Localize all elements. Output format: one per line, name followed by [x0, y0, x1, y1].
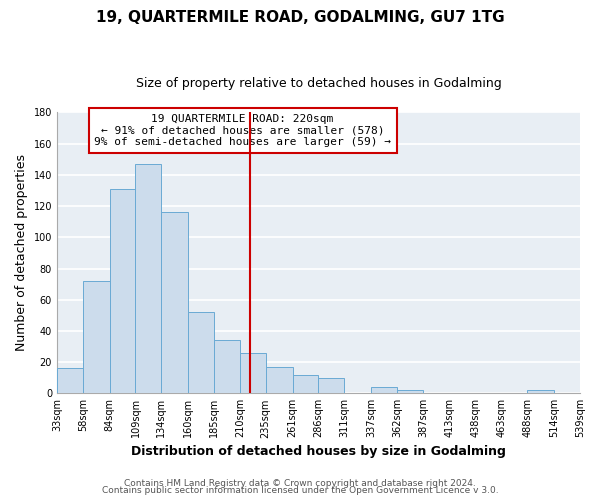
- Bar: [266, 367, 293, 394]
- Bar: [293, 374, 319, 394]
- Y-axis label: Number of detached properties: Number of detached properties: [15, 154, 28, 352]
- Title: Size of property relative to detached houses in Godalming: Size of property relative to detached ho…: [136, 78, 502, 90]
- Bar: [397, 390, 423, 394]
- Bar: [371, 387, 397, 394]
- Text: Contains public sector information licensed under the Open Government Licence v : Contains public sector information licen…: [101, 486, 499, 495]
- Text: Contains HM Land Registry data © Crown copyright and database right 2024.: Contains HM Land Registry data © Crown c…: [124, 478, 476, 488]
- Bar: [136, 164, 161, 394]
- X-axis label: Distribution of detached houses by size in Godalming: Distribution of detached houses by size …: [131, 444, 506, 458]
- Bar: [240, 353, 266, 394]
- Bar: [57, 368, 83, 394]
- Bar: [161, 212, 188, 394]
- Text: 19 QUARTERMILE ROAD: 220sqm
← 91% of detached houses are smaller (578)
9% of sem: 19 QUARTERMILE ROAD: 220sqm ← 91% of det…: [94, 114, 391, 147]
- Bar: [188, 312, 214, 394]
- Text: 19, QUARTERMILE ROAD, GODALMING, GU7 1TG: 19, QUARTERMILE ROAD, GODALMING, GU7 1TG: [95, 10, 505, 25]
- Bar: [527, 390, 554, 394]
- Bar: [214, 340, 240, 394]
- Bar: [83, 281, 110, 394]
- Bar: [319, 378, 344, 394]
- Bar: [110, 189, 136, 394]
